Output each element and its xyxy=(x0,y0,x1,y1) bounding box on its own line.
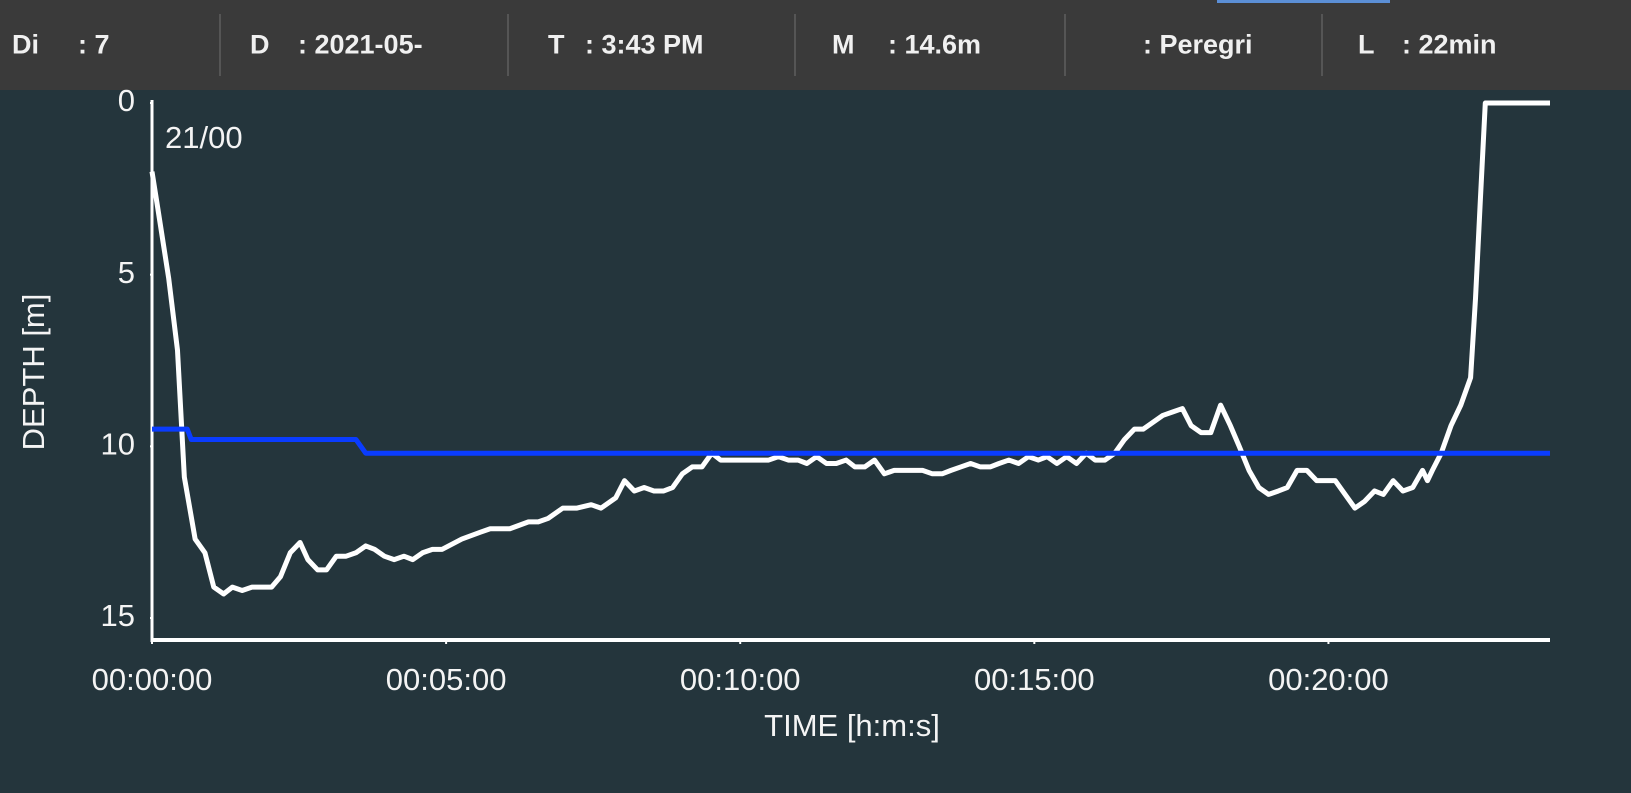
info-label: Di xyxy=(12,29,39,60)
x-tick-label: 00:05:00 xyxy=(386,662,507,697)
header-bar: Di : 7 D : 2021-05- T : 3:43 PM M : 14.6m : Pere… xyxy=(0,0,1631,90)
x-tick-label: 00:10:00 xyxy=(680,662,801,697)
info-label: D xyxy=(250,29,270,60)
x-tick-label: 00:20:00 xyxy=(1268,662,1389,697)
info-value: : 3:43 PM xyxy=(585,29,704,60)
info-label: T xyxy=(548,29,565,60)
series-line xyxy=(149,100,1550,597)
info-value: : 22min xyxy=(1402,29,1497,60)
annotation: 21/00 xyxy=(165,120,243,155)
y-tick-label: 15 xyxy=(101,598,135,633)
y-tick-label: 0 xyxy=(118,83,135,118)
info-label: L xyxy=(1358,29,1375,60)
y-tick-label: 10 xyxy=(101,427,135,462)
tab-indicator xyxy=(1217,0,1390,3)
separator xyxy=(1321,14,1323,76)
separator xyxy=(219,14,221,76)
info-value: : Peregri xyxy=(1143,29,1253,60)
x-tick-label: 00:00:00 xyxy=(92,662,213,697)
y-axis-label: DEPTH [m] xyxy=(16,294,51,451)
separator xyxy=(794,14,796,76)
x-axis-label: TIME [h:m:s] xyxy=(764,708,940,743)
info-value: : 2021-05- xyxy=(298,29,423,60)
info-label: M xyxy=(832,29,855,60)
y-tick-label: 5 xyxy=(118,255,135,290)
info-value: : 7 xyxy=(78,29,110,60)
separator xyxy=(507,14,509,76)
info-value: : 14.6m xyxy=(888,29,982,60)
series-line xyxy=(152,426,1550,456)
x-tick-label: 00:15:00 xyxy=(974,662,1095,697)
separator xyxy=(1064,14,1066,76)
